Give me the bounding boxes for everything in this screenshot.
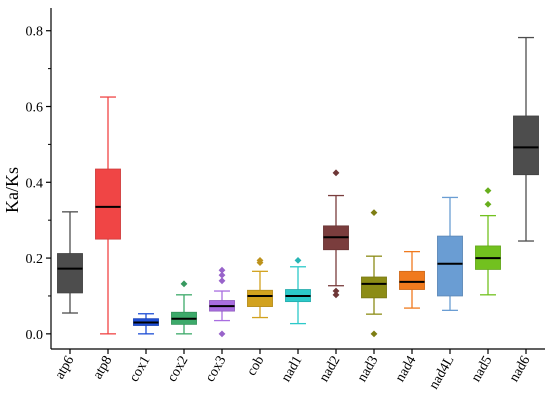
y-tick-label: 0.6 [26,101,44,116]
box-iqr [399,270,425,290]
x-tick-label: nad3 [355,354,382,385]
y-tick-label: 0.0 [26,328,44,343]
y-tick-label: 0.8 [26,25,44,40]
box-nad1 [285,256,311,325]
outlier-point [332,291,340,299]
box-iqr [247,289,273,307]
outlier-point [294,256,302,264]
box-atp8 [95,96,121,335]
y-tick-label: 0.4 [26,176,44,191]
outlier-point [484,200,492,208]
box-cob [247,256,273,319]
outlier-point [332,169,340,177]
outlier-point [218,266,226,274]
outlier-point [332,287,340,295]
x-tick-label: nad5 [469,354,496,385]
x-tick-label: cob [244,354,267,379]
outlier-point [180,280,188,288]
box-atp6 [57,211,83,314]
x-tick-label: nad1 [279,354,306,385]
outlier-point [218,271,226,279]
box-series-group [57,36,539,338]
box-nad4L [437,196,463,312]
outlier-point [484,187,492,195]
box-cox3 [209,266,235,338]
box-iqr [361,276,387,299]
box-iqr [57,253,83,294]
x-tick-label: atp8 [90,354,115,382]
x-tick-label: nad6 [507,354,534,385]
box-cox2 [171,280,197,335]
x-tick-label: cox2 [165,354,192,385]
x-tick-label: cox1 [127,354,154,385]
y-tick-label: 0.2 [26,252,44,267]
outlier-point [218,330,226,338]
box-iqr [513,115,539,176]
x-tick-label: atp6 [52,354,77,382]
box-nad4 [399,250,425,309]
outlier-point [370,330,378,338]
box-nad2 [323,169,349,299]
box-nad3 [361,209,387,338]
box-iqr [95,168,121,240]
outlier-point [218,277,226,285]
x-tick-label: nad2 [317,354,344,385]
box-iqr [437,235,463,297]
x-tick-label: nad4 [393,354,420,385]
x-tick-label: cox3 [203,354,230,385]
x-tick-label: nad4L [427,354,458,392]
box-nad6 [513,36,539,242]
box-nad5 [475,187,501,296]
outlier-point [370,209,378,216]
box-cox1 [133,313,159,335]
outlier-point [256,256,264,264]
y-axis-label: Ka/Ks [2,167,22,213]
